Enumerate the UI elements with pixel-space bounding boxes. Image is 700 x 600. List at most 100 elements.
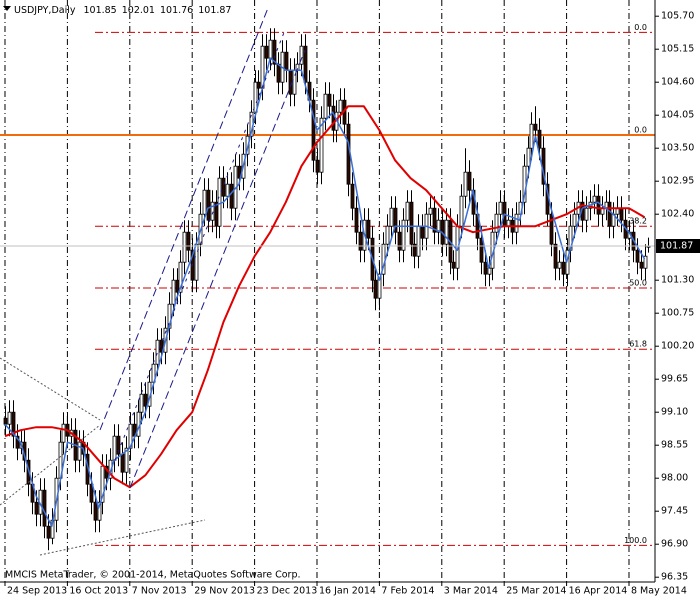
y-tick-label: 96.35 bbox=[661, 572, 688, 583]
candle-body bbox=[112, 435, 117, 461]
candle-body bbox=[299, 45, 304, 65]
candle-body bbox=[643, 255, 648, 269]
copyright: MMCIS MetaTrader, © 2001-2014, MetaQuote… bbox=[5, 570, 301, 581]
candle-body bbox=[389, 207, 394, 227]
candle-body bbox=[97, 501, 102, 521]
fib-label: 50.0 bbox=[629, 279, 647, 288]
candle-body bbox=[276, 63, 281, 83]
candle-body bbox=[34, 501, 39, 515]
fib-label: 100.0 bbox=[624, 536, 647, 545]
candle-body bbox=[529, 123, 534, 149]
candle-body bbox=[416, 225, 421, 257]
candle-body bbox=[572, 213, 577, 227]
candle-body bbox=[479, 237, 484, 263]
candle-body bbox=[498, 201, 503, 215]
x-tick-label: 16 Oct 2013 bbox=[69, 586, 128, 597]
candle-body bbox=[217, 177, 222, 227]
x-tick-label: 16 Jan 2014 bbox=[319, 586, 376, 597]
candle-body bbox=[186, 231, 191, 251]
y-tick-label: 99.10 bbox=[661, 407, 688, 418]
y-tick-label: 105.70 bbox=[661, 11, 694, 22]
candle-body bbox=[327, 93, 332, 107]
channel-line bbox=[129, 49, 306, 489]
candle-body bbox=[596, 195, 601, 215]
candle-body bbox=[139, 393, 144, 413]
candle-body bbox=[206, 189, 211, 221]
candle-body bbox=[467, 171, 472, 191]
candle-body bbox=[178, 261, 183, 293]
candle-body bbox=[77, 441, 82, 461]
y-tick-label: 96.90 bbox=[661, 539, 688, 550]
candle-body bbox=[221, 177, 226, 197]
candle-body bbox=[487, 267, 492, 275]
candle-body bbox=[331, 105, 336, 131]
candle-body bbox=[607, 201, 612, 227]
candle-body bbox=[635, 249, 640, 263]
y-tick-label: 101.30 bbox=[661, 275, 694, 286]
candle-body bbox=[451, 261, 456, 269]
candle-body bbox=[354, 207, 359, 233]
candle-body bbox=[61, 423, 66, 443]
y-tick-label: 97.45 bbox=[661, 506, 688, 517]
candle-body bbox=[268, 39, 273, 59]
candle-body bbox=[89, 483, 94, 503]
candle-body bbox=[549, 213, 554, 245]
candle-body bbox=[288, 69, 293, 95]
y-tick-label: 100.20 bbox=[661, 341, 694, 352]
candle-body bbox=[319, 117, 324, 173]
candle-body bbox=[315, 159, 320, 173]
y-tick-label: 98.55 bbox=[661, 440, 688, 451]
candle-body bbox=[393, 207, 398, 233]
candle-body bbox=[401, 219, 406, 251]
moving-average bbox=[4, 105, 646, 489]
candle-body bbox=[619, 207, 624, 221]
candle-body bbox=[175, 279, 180, 293]
fib-label: 0.0 bbox=[634, 126, 647, 135]
candle-body bbox=[7, 411, 12, 425]
symbol: USDJPY,Daily bbox=[14, 5, 76, 16]
trend-line bbox=[0, 424, 101, 506]
candle-body bbox=[93, 501, 98, 521]
candle-body bbox=[377, 273, 382, 299]
price-label-box bbox=[656, 239, 700, 253]
candle-body bbox=[409, 201, 414, 245]
y-tick-label: 100.75 bbox=[661, 308, 694, 319]
candle-body bbox=[358, 231, 363, 251]
candle-body bbox=[557, 261, 562, 269]
candle-body bbox=[116, 435, 121, 455]
candle-body bbox=[124, 447, 129, 473]
candle-body bbox=[397, 231, 402, 251]
candle-body bbox=[284, 51, 289, 71]
price-label: 101.87 bbox=[660, 241, 693, 252]
candle-body bbox=[459, 195, 464, 227]
channel-line bbox=[99, 7, 269, 431]
x-tick-label: 23 Dec 2013 bbox=[257, 586, 318, 597]
x-tick-label: 3 Mar 2014 bbox=[444, 586, 498, 597]
candle-body bbox=[120, 453, 125, 473]
fib-label: 0.0 bbox=[634, 23, 647, 32]
y-tick-label: 99.65 bbox=[661, 374, 688, 385]
x-tick-label: 16 Apr 2014 bbox=[569, 586, 628, 597]
y-tick-label: 105.15 bbox=[661, 44, 694, 55]
menu-icon[interactable] bbox=[3, 6, 11, 11]
candle-body bbox=[155, 339, 160, 365]
candle-body bbox=[46, 525, 51, 539]
candle-body bbox=[428, 207, 433, 215]
candle-body bbox=[311, 99, 316, 161]
candle-body bbox=[225, 183, 230, 197]
close: 101.87 bbox=[198, 5, 231, 16]
candle-body bbox=[537, 129, 542, 149]
candle-body bbox=[432, 207, 437, 233]
x-tick-label: 7 Nov 2013 bbox=[132, 586, 187, 597]
candle-body bbox=[526, 147, 531, 167]
candle-body bbox=[639, 261, 644, 269]
high: 102.01 bbox=[122, 5, 155, 16]
chart-header: USDJPY,Daily 101.85 102.01 101.76 101.87 bbox=[14, 5, 231, 16]
x-tick-label: 29 Nov 2013 bbox=[194, 586, 255, 597]
candle-body bbox=[533, 123, 538, 131]
y-tick-label: 104.05 bbox=[661, 110, 694, 121]
candle-body bbox=[202, 189, 207, 215]
candle-body bbox=[42, 489, 47, 527]
x-tick-label: 24 Sep 2013 bbox=[7, 586, 67, 597]
candle-body bbox=[436, 219, 441, 233]
